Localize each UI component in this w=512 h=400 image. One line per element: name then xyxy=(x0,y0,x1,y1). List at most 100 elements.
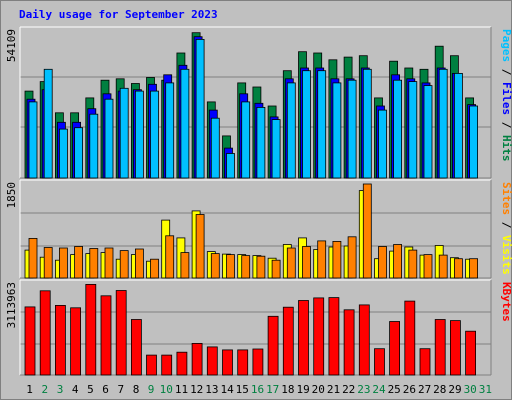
series-label-part: Files xyxy=(500,82,512,115)
panel-2-sites-bar-27 xyxy=(423,254,433,279)
x-tick-label-3: 3 xyxy=(57,383,64,396)
x-tick-label-6: 6 xyxy=(102,383,109,396)
x-tick-label-11: 11 xyxy=(175,383,188,396)
panel-3-kbytes-bar-28 xyxy=(434,319,446,376)
panel-3-kbytes-bar-19 xyxy=(298,300,309,376)
series-label-part: / xyxy=(500,115,512,135)
panel-3-kbytes-bar-20 xyxy=(313,297,325,376)
x-tick-label-2: 2 xyxy=(41,383,48,396)
panel-1-pages-bar-21 xyxy=(332,82,342,179)
panel-1-pages-bar-2 xyxy=(43,68,53,179)
panel-2-sites-bar-26 xyxy=(408,249,418,279)
panel-1-pages-bar-10 xyxy=(165,82,175,179)
panel-1-pages-bar-29 xyxy=(453,73,463,179)
panel-2-sites-bar-15 xyxy=(241,255,251,279)
panel-2-sites-bar-22 xyxy=(347,236,357,279)
panel-2-ymax-label: 1850 xyxy=(5,182,18,209)
panel-3-kbytes-bar-29 xyxy=(449,320,461,376)
x-tick-label-9: 9 xyxy=(148,383,155,396)
panel-1-pages-bar-6 xyxy=(104,98,114,179)
panel-3-kbytes-bar-18 xyxy=(282,306,294,376)
panel-2-sites-bar-24 xyxy=(378,246,387,279)
panel-3-kbytes-bar-23 xyxy=(358,304,370,376)
panel-1-pages-bar-4 xyxy=(74,127,83,179)
panel-1-series-label: Pages / Files / Hits xyxy=(500,29,512,162)
panel-2-sites-bar-13 xyxy=(210,253,220,279)
x-tick-label-18: 18 xyxy=(281,383,294,396)
series-label-part: / xyxy=(500,215,512,235)
series-label-part: Pages xyxy=(500,29,512,62)
panel-3-kbytes-bar-12 xyxy=(191,342,203,376)
panel-3-kbytes-bar-24 xyxy=(374,348,385,376)
series-label-part: Visits xyxy=(500,235,512,275)
panel-3-kbytes-bar-17 xyxy=(267,315,279,376)
x-tick-label-8: 8 xyxy=(133,383,140,396)
x-tick-label-22: 22 xyxy=(342,383,355,396)
x-tick-label-26: 26 xyxy=(403,383,416,396)
panel-2-sites-bar-17 xyxy=(271,259,281,279)
panel-1-pages-bar-5 xyxy=(89,113,99,179)
panel-2-series-label: Sites / Visits xyxy=(500,182,512,275)
panel-3-kbytes-bar-8 xyxy=(130,319,142,376)
x-tick-label-29: 29 xyxy=(448,383,461,396)
panel-2-sites-bar-21 xyxy=(332,240,342,279)
x-tick-label-1: 1 xyxy=(26,383,33,396)
x-tick-label-10: 10 xyxy=(160,383,173,396)
x-tick-label-15: 15 xyxy=(236,383,249,396)
panel-3-kbytes-bar-13 xyxy=(206,346,218,376)
panel-3-kbytes-bar-10 xyxy=(161,354,173,376)
x-tick-label-24: 24 xyxy=(372,383,386,396)
x-tick-label-5: 5 xyxy=(87,383,94,396)
panel-3-kbytes-bar-1 xyxy=(24,306,36,376)
panel-3-kbytes-bar-14 xyxy=(222,349,233,376)
panel-1-pages-bar-25 xyxy=(393,79,403,179)
panel-3-kbytes-bar-25 xyxy=(389,321,401,376)
panel-2-sites-bar-3 xyxy=(59,247,68,279)
panel-1-pages-bar-13 xyxy=(210,117,220,179)
series-label-part: / xyxy=(500,62,512,82)
x-tick-label-25: 25 xyxy=(388,383,401,396)
x-tick-label-4: 4 xyxy=(72,383,79,396)
x-tick-label-19: 19 xyxy=(296,383,309,396)
panel-3-kbytes-bar-6 xyxy=(100,295,112,376)
panel-2-sites-bar-5 xyxy=(89,248,99,279)
x-tick-label-30: 30 xyxy=(464,383,477,396)
panel-1-pages-bar-1 xyxy=(28,101,38,179)
panel-3-kbytes-bar-22 xyxy=(343,309,355,376)
series-label-part: Sites xyxy=(500,182,512,215)
panel-2-sites-bar-9 xyxy=(150,258,159,279)
panel-3-kbytes-bar-3 xyxy=(55,304,66,376)
panel-1-pages-bar-15 xyxy=(241,101,251,179)
x-tick-label-20: 20 xyxy=(312,383,325,396)
panel-2-sites-bar-29 xyxy=(453,258,463,279)
panel-1-pages-bar-27 xyxy=(423,85,433,179)
panel-3-kbytes-bar-16 xyxy=(252,348,264,376)
x-tick-label-12: 12 xyxy=(190,383,203,396)
panel-1-pages-bar-3 xyxy=(59,128,68,179)
panel-1-pages-bar-24 xyxy=(378,109,387,179)
panel-1-pages-bar-18 xyxy=(286,82,296,179)
panel-2-sites-bar-4 xyxy=(74,246,83,279)
panel-1-pages-bar-9 xyxy=(150,90,159,179)
panel-3-kbytes-bar-7 xyxy=(115,290,127,376)
x-tick-label-16: 16 xyxy=(251,383,264,396)
panel-1-ymax-label: 54109 xyxy=(5,29,18,62)
x-tick-label-14: 14 xyxy=(220,383,234,396)
panel-2-sites-bar-10 xyxy=(165,235,175,279)
panel-2-sites-bar-1 xyxy=(28,237,38,279)
panel-2-sites-bar-11 xyxy=(180,252,190,279)
panel-1-pages-bar-7 xyxy=(119,87,129,179)
panel-2-sites-bar-25 xyxy=(393,244,403,279)
series-label-part: Hits xyxy=(500,135,512,162)
panel-1-pages-bar-17 xyxy=(271,119,281,179)
panel-2-sites-bar-30 xyxy=(469,258,479,279)
panel-3-kbytes-bar-21 xyxy=(328,297,340,376)
panel-3-ymax-label: 3113963 xyxy=(5,282,18,328)
panel-2-sites-bar-6 xyxy=(104,247,114,279)
panel-2-sites-bar-23 xyxy=(362,183,372,279)
panel-2-sites-bar-16 xyxy=(256,255,266,279)
x-tick-label-31: 31 xyxy=(479,383,492,396)
panel-1-pages-bar-16 xyxy=(256,107,266,179)
panel-1-pages-bar-11 xyxy=(180,68,190,179)
